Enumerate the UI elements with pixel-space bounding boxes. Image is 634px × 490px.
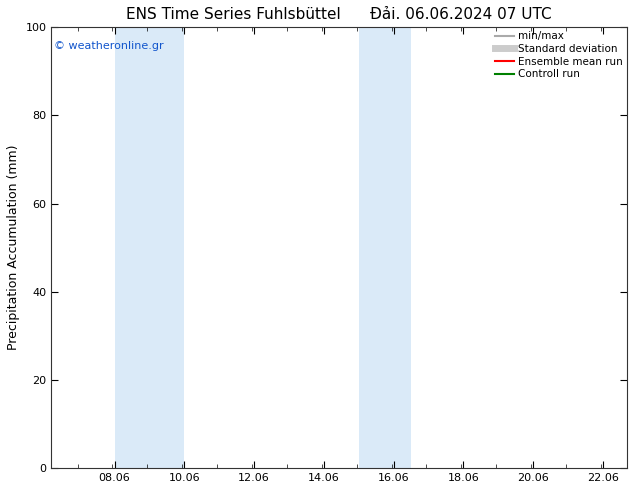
Y-axis label: Precipitation Accumulation (mm): Precipitation Accumulation (mm) — [7, 145, 20, 350]
Bar — [115, 27, 184, 468]
Title: ENS Time Series Fuhlsbüttel      Đải. 06.06.2024 07 UTC: ENS Time Series Fuhlsbüttel Đải. 06.06.2… — [126, 7, 552, 22]
Bar — [359, 27, 411, 468]
Text: © weatheronline.gr: © weatheronline.gr — [55, 41, 164, 50]
Legend: min/max, Standard deviation, Ensemble mean run, Controll run: min/max, Standard deviation, Ensemble me… — [493, 29, 625, 81]
